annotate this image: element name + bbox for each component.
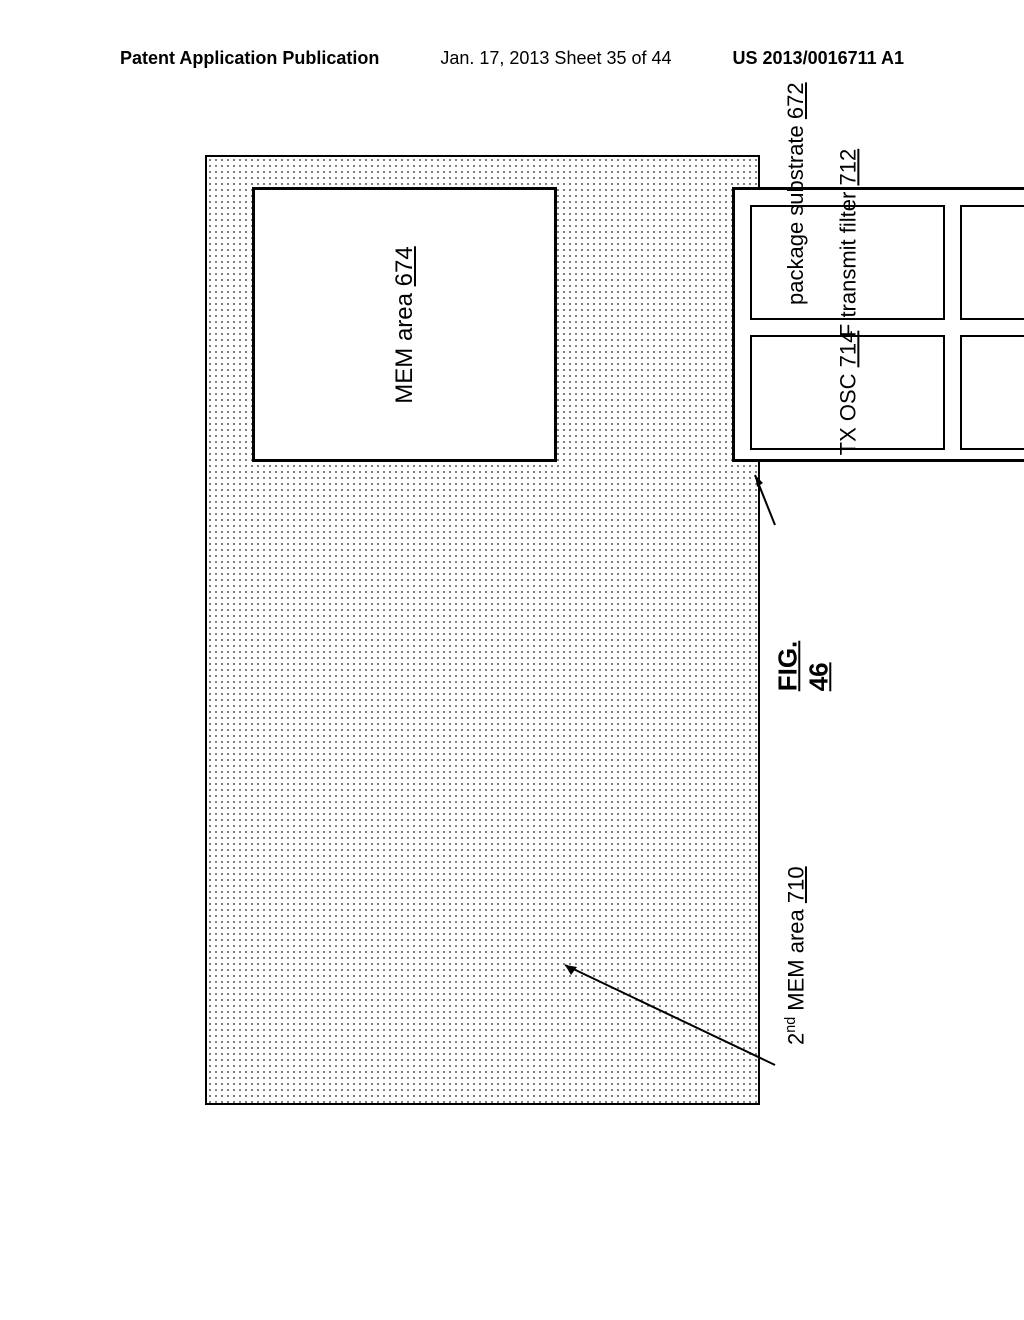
mem-area-674-text: MEM area (391, 286, 418, 403)
mem2-sup: nd (783, 1017, 799, 1033)
mem-area-710: RF transmit filter 712 RF receive filter… (732, 187, 1024, 462)
rf-receive-filter-box: RF receive filter 716 (960, 205, 1024, 320)
mem-area-674: MEM area 674 (252, 187, 557, 462)
substrate-callout: package substrate 672 (783, 82, 809, 305)
figure-46: MEM area 674 RF transmit filter 712 RF r… (205, 155, 760, 1215)
tx-osc-box: TX OSC 714 (750, 335, 945, 450)
rx-osc-box: RX OSC 718 (960, 335, 1024, 450)
header-mid: Jan. 17, 2013 Sheet 35 of 44 (440, 48, 671, 69)
substrate-callout-ref: 672 (783, 82, 808, 119)
package-substrate: MEM area 674 RF transmit filter 712 RF r… (205, 155, 760, 1105)
mem-area-674-label: MEM area 674 (391, 225, 419, 425)
tx-osc-ref: 714 (835, 330, 860, 367)
header-right: US 2013/0016711 A1 (733, 48, 904, 69)
header-left: Patent Application Publication (120, 48, 379, 69)
mem2-rest: MEM area (783, 903, 808, 1017)
mem2-ref: 710 (783, 866, 808, 903)
substrate-callout-text: package substrate (783, 119, 808, 305)
rf-transmit-filter-ref: 712 (835, 148, 860, 185)
page: Patent Application Publication Jan. 17, … (0, 0, 1024, 1320)
figure-label: FIG. 46 (772, 641, 834, 692)
mem2-prefix: 2 (783, 1033, 808, 1045)
tx-osc-label: TX OSC 714 (835, 303, 860, 483)
page-header: Patent Application Publication Jan. 17, … (0, 48, 1024, 69)
tx-osc-text: TX OSC (835, 367, 860, 455)
mem-area-674-ref: 674 (391, 246, 418, 286)
mem-area-710-callout: 2nd MEM area 710 (783, 866, 809, 1045)
